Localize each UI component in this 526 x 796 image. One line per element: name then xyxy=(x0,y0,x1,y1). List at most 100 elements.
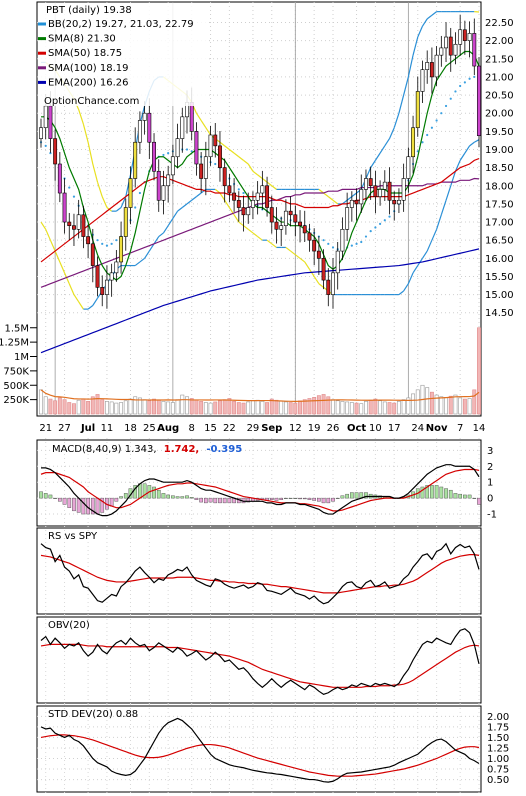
candle-body xyxy=(43,105,48,129)
candle-body xyxy=(425,62,430,70)
legend: BB(20,2) 19.27, 21.03, 22.79 SMA(8) 21.30… xyxy=(38,19,194,88)
volume-bar xyxy=(439,396,444,415)
bb-lower-line xyxy=(134,261,141,267)
bb-lower-line xyxy=(403,283,409,292)
candle-body xyxy=(62,192,67,223)
bb-lower-line xyxy=(177,207,183,212)
candle-body xyxy=(156,170,161,201)
volume-bar xyxy=(406,397,411,415)
candle-body xyxy=(354,199,359,205)
volume-bar xyxy=(364,401,368,415)
sub-tick-label: 2.00 xyxy=(487,712,509,723)
candle-body xyxy=(222,167,227,187)
candle-body xyxy=(472,33,477,67)
candle-body xyxy=(194,131,199,165)
bb-middle-dot xyxy=(378,222,382,225)
candle-body xyxy=(250,199,255,208)
volume-bar xyxy=(123,400,128,415)
bb-upper-line xyxy=(407,55,414,78)
bb-middle-dot xyxy=(190,150,193,153)
bb-lower-line xyxy=(153,236,160,245)
bb-lower-line xyxy=(148,243,155,252)
bb-upper-line xyxy=(431,11,437,16)
bb-lower-line xyxy=(440,200,447,215)
macd-hist-bar xyxy=(90,497,95,515)
candle-body xyxy=(316,250,321,259)
macd-hist-bar xyxy=(340,495,345,499)
price-tick-label: 20.00 xyxy=(485,109,514,120)
macd-hist-bar xyxy=(335,497,340,499)
volume-bar xyxy=(222,399,227,415)
watermark: OptionChance.com xyxy=(44,96,139,107)
bb-upper-line xyxy=(318,188,324,194)
volume-bar xyxy=(250,400,255,415)
bb-middle-dot xyxy=(110,242,113,245)
bb-lower-line xyxy=(63,272,70,284)
bb-upper-line xyxy=(101,196,108,208)
sub-tick-label: 3 xyxy=(487,446,493,457)
bb-upper-line xyxy=(370,160,376,168)
bb-lower-line xyxy=(186,199,193,205)
price-overlays xyxy=(39,11,481,354)
bb-upper-line xyxy=(266,181,273,187)
volume-bar xyxy=(392,402,397,415)
volume-bar xyxy=(133,396,138,415)
bb-upper-line xyxy=(323,192,329,198)
bb-upper-line xyxy=(96,181,103,197)
macd-hist-bar xyxy=(307,497,312,500)
candle-body xyxy=(123,207,128,237)
bb-middle-dot xyxy=(435,119,438,122)
sub-tick-label: 0.75 xyxy=(487,765,509,776)
bb-lower-line xyxy=(313,276,320,285)
bb-middle-dot xyxy=(134,206,137,209)
bb-upper-line xyxy=(384,138,391,147)
macd-hist-bar xyxy=(171,495,175,499)
volume-bar xyxy=(95,394,100,415)
x-tick-label: 27 xyxy=(58,423,71,434)
candle-body xyxy=(72,225,76,230)
volume-bar xyxy=(288,402,293,415)
bb-lower-line xyxy=(318,283,324,288)
bb-lower-line xyxy=(233,214,240,223)
candle-body xyxy=(128,178,133,208)
bb-lower-line xyxy=(144,250,150,259)
macd-hist-bar xyxy=(321,497,326,504)
candle-body xyxy=(152,141,156,172)
bb-lower-line xyxy=(172,210,179,219)
candle-body xyxy=(274,221,279,230)
macd-line xyxy=(41,464,480,517)
macd-hist-bar xyxy=(453,493,458,499)
bb-lower-line xyxy=(436,214,442,230)
candle-body xyxy=(232,192,237,201)
bb-middle-dot xyxy=(96,239,99,242)
bb-upper-line xyxy=(224,145,230,150)
bb-middle-dot xyxy=(101,242,104,245)
price-tick-label: 22.00 xyxy=(485,36,514,47)
obv-plot xyxy=(40,615,480,705)
macd-hist-value: -0.395 xyxy=(206,444,242,455)
bb-lower-line xyxy=(214,188,221,194)
macd-hist-bar xyxy=(67,497,72,508)
sma100-line xyxy=(40,177,480,288)
candle-body xyxy=(104,279,109,295)
bb-upper-line xyxy=(379,145,386,154)
price-tick-label: 21.00 xyxy=(485,72,514,83)
bb-middle-dot xyxy=(237,188,240,191)
volume-y-axis: 1.5M 1.25M 1M 750K 500K 250K xyxy=(0,323,37,406)
candle-body xyxy=(415,91,420,129)
volume-bar xyxy=(213,401,218,415)
rs-panel xyxy=(36,527,482,615)
bb-lower-line xyxy=(78,301,84,310)
macd-hist-bar xyxy=(100,497,105,513)
macd-hist-bar xyxy=(180,496,185,499)
candle-body xyxy=(161,185,166,201)
bb-lower-line xyxy=(257,236,263,241)
bb-lower-line xyxy=(454,160,461,172)
volume-bar xyxy=(156,399,161,415)
volume-bar xyxy=(62,399,67,415)
volume-bar xyxy=(396,401,401,415)
bb-middle-dot xyxy=(68,186,71,189)
volume-bar xyxy=(387,402,392,415)
volume-bar xyxy=(359,403,364,415)
bb-middle-dot xyxy=(468,77,471,80)
